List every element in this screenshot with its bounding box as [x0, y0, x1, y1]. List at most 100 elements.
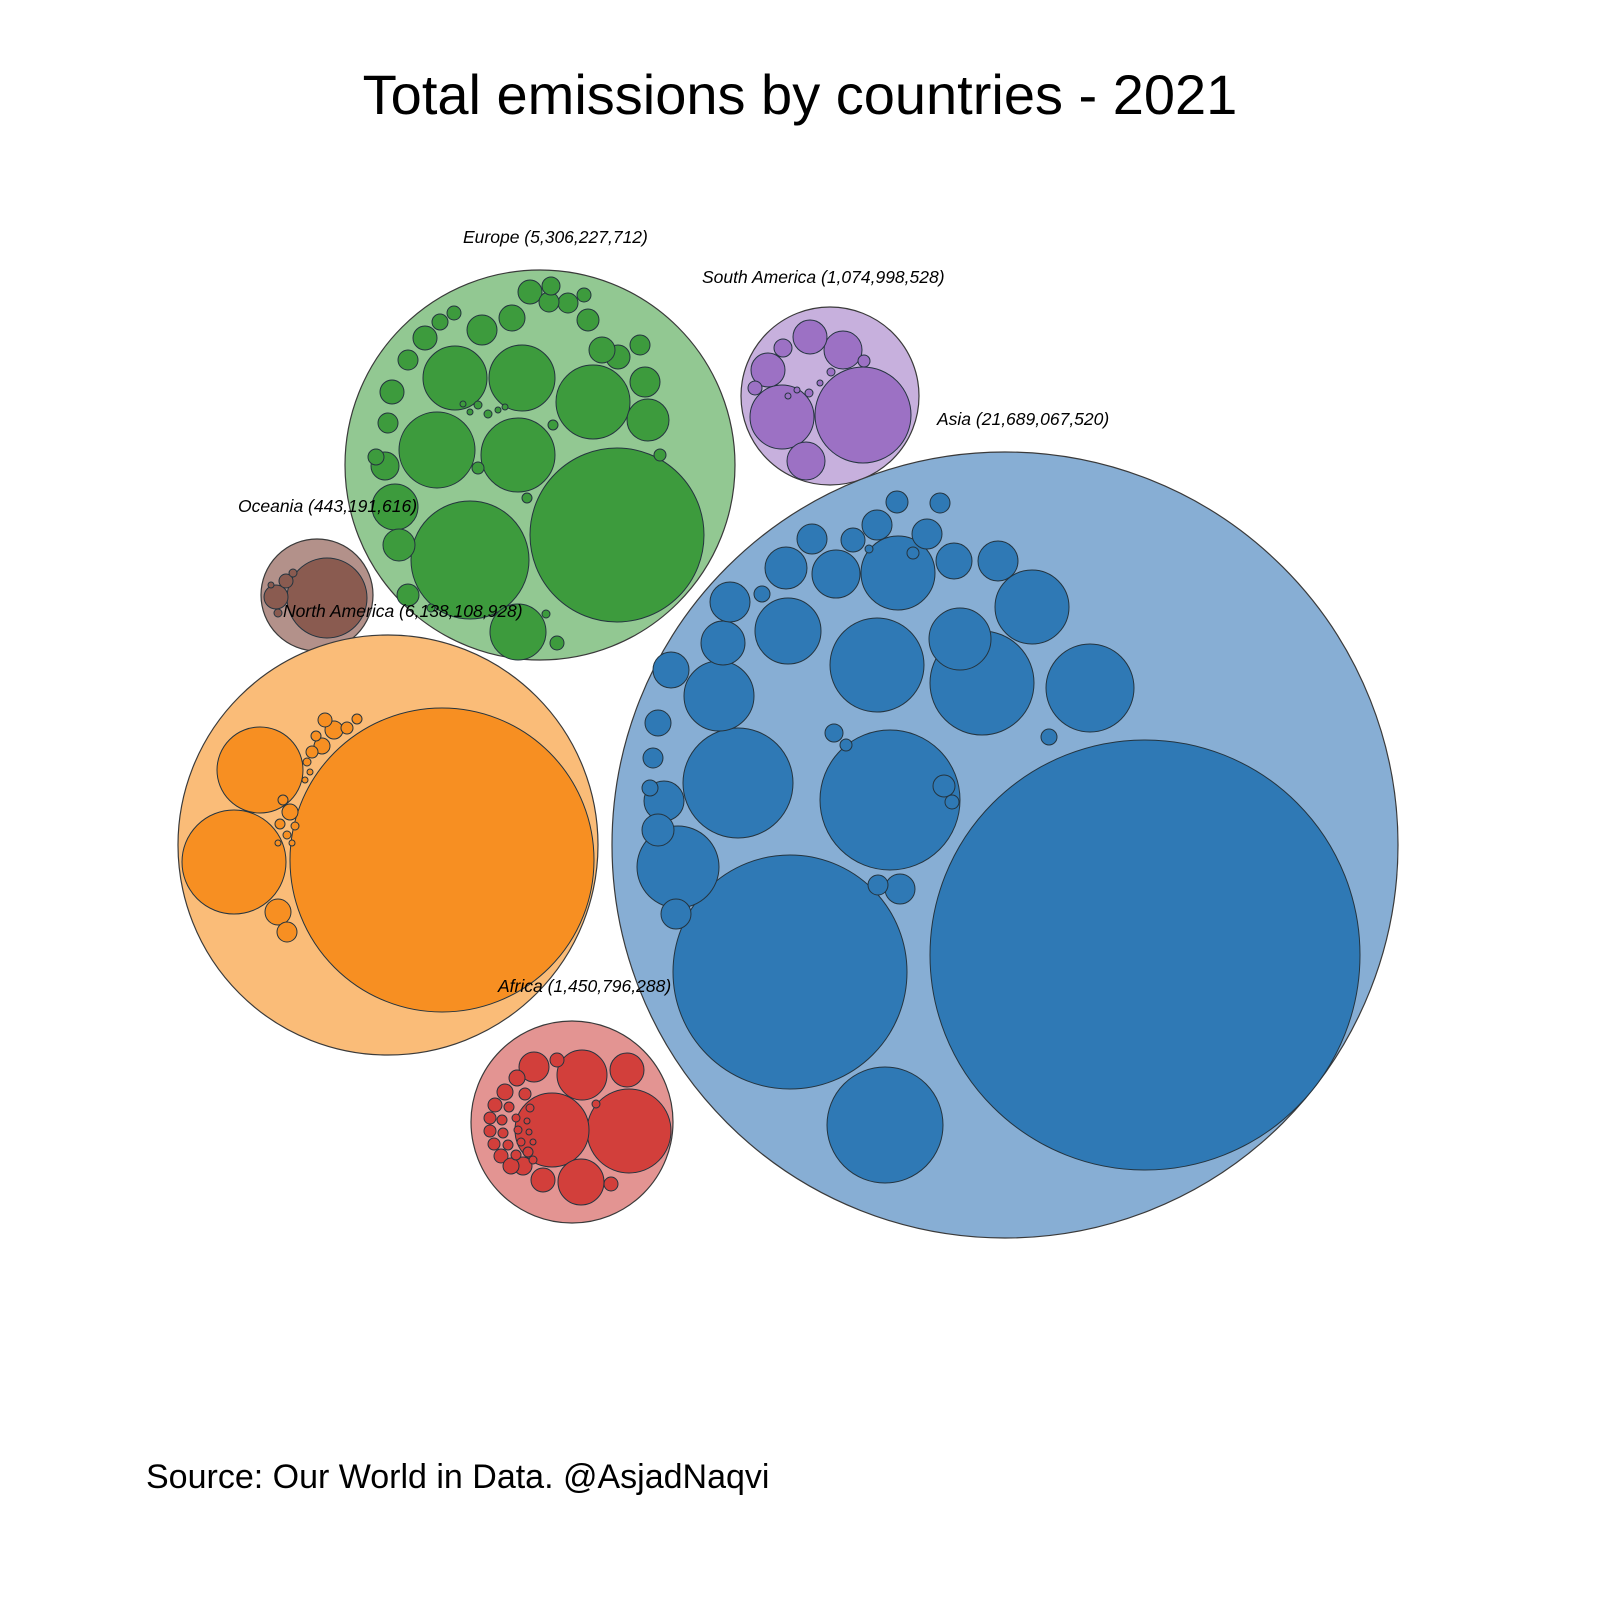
country-bubble: [274, 839, 282, 847]
country-bubble: [422, 345, 488, 411]
country-bubble: [555, 364, 631, 440]
country-bubble: [591, 1099, 601, 1109]
country-bubble: [660, 898, 692, 930]
country-bubble: [480, 417, 556, 493]
country-bubble: [753, 585, 771, 603]
country-bubble: [816, 379, 824, 387]
country-bubble: [508, 1069, 526, 1087]
country-bubble: [497, 1127, 509, 1139]
country-bubble: [493, 1148, 509, 1164]
country-bubble: [290, 821, 300, 831]
country-bubble: [709, 581, 751, 623]
continent-label-europe: Europe (5,306,227,712): [463, 227, 648, 247]
country-bubble: [466, 314, 498, 346]
country-bubble: [786, 441, 826, 481]
country-bubble: [496, 1083, 514, 1101]
cluster-oceania: [260, 538, 374, 652]
country-bubble: [301, 776, 309, 784]
country-bubble: [928, 607, 992, 671]
country-bubble: [811, 549, 861, 599]
country-bubble: [459, 400, 467, 408]
country-bubble: [501, 403, 509, 411]
country-bubble: [282, 830, 292, 840]
country-bubble: [513, 1125, 523, 1135]
country-bubble: [377, 412, 399, 434]
country-bubble: [672, 854, 908, 1090]
country-bubble: [494, 406, 502, 414]
country-bubble: [277, 794, 289, 806]
country-bubble: [317, 712, 333, 728]
country-bubble: [367, 448, 385, 466]
country-bubble: [488, 344, 556, 412]
country-bubble: [278, 573, 294, 589]
country-bubble: [522, 1146, 534, 1158]
country-bubble: [588, 336, 616, 364]
country-bubble: [541, 276, 561, 296]
country-bubble: [379, 379, 405, 405]
country-bubble: [861, 509, 893, 541]
country-bubble: [302, 757, 312, 767]
country-bubble: [682, 727, 794, 839]
country-bubble: [793, 386, 801, 394]
country-bubble: [487, 1137, 501, 1151]
country-bubble: [603, 1176, 619, 1192]
country-bubble: [511, 1113, 521, 1123]
country-bubble: [274, 818, 286, 830]
country-bubble: [525, 1128, 533, 1136]
country-bubble: [382, 528, 416, 562]
continent-label-north-america: North America (6,138,108,928): [283, 601, 523, 621]
country-bubble: [784, 392, 792, 400]
country-bubble: [518, 1051, 550, 1083]
country-bubble: [826, 1066, 944, 1184]
country-bubble: [529, 447, 705, 623]
country-bubble: [529, 1138, 537, 1146]
country-bubble: [396, 583, 420, 607]
country-bubble: [747, 380, 763, 396]
country-bubble: [351, 713, 363, 725]
country-bubble: [994, 569, 1070, 645]
country-bubble: [286, 557, 368, 639]
cluster-north-america: [177, 634, 599, 1056]
country-bubble: [935, 542, 973, 580]
country-bubble: [276, 921, 298, 943]
country-bubble: [473, 400, 483, 410]
country-bubble: [273, 608, 283, 618]
country-bubble: [629, 334, 651, 356]
country-bubble: [884, 873, 916, 905]
country-bubble: [557, 292, 579, 314]
continent-label-south-america: South America (1,074,998,528): [702, 267, 945, 287]
country-bubble: [483, 1124, 497, 1138]
continent-label-oceania: Oceania (443,191,616): [238, 496, 417, 516]
country-bubble: [773, 338, 793, 358]
country-bubble: [906, 546, 920, 560]
country-bubble: [683, 660, 755, 732]
country-bubble: [749, 384, 815, 450]
country-bubble: [576, 308, 600, 332]
country-bubble: [792, 319, 828, 355]
country-bubble: [1045, 643, 1135, 733]
country-bubble: [929, 492, 951, 514]
country-bubble: [446, 305, 462, 321]
country-bubble: [653, 448, 667, 462]
country-bubble: [576, 287, 592, 303]
country-bubble: [523, 1117, 531, 1125]
country-bubble: [517, 279, 543, 305]
country-bubble: [340, 721, 354, 735]
country-bubble: [547, 419, 559, 431]
country-bubble: [412, 325, 438, 351]
country-bubble: [839, 738, 853, 752]
country-bubble: [502, 1139, 514, 1151]
country-bubble: [556, 1049, 608, 1101]
country-bubble: [867, 874, 889, 896]
cluster-asia: [611, 451, 1399, 1239]
cluster-africa: [470, 1020, 674, 1224]
country-bubble: [932, 774, 956, 798]
country-bubble: [819, 729, 961, 871]
country-bubble: [857, 354, 871, 368]
country-bubble: [929, 739, 1361, 1171]
source-note: Source: Our World in Data. @AsjadNaqvi: [146, 1458, 770, 1496]
country-bubble: [609, 1052, 645, 1088]
country-bubble: [824, 723, 844, 743]
country-bubble: [431, 313, 449, 331]
